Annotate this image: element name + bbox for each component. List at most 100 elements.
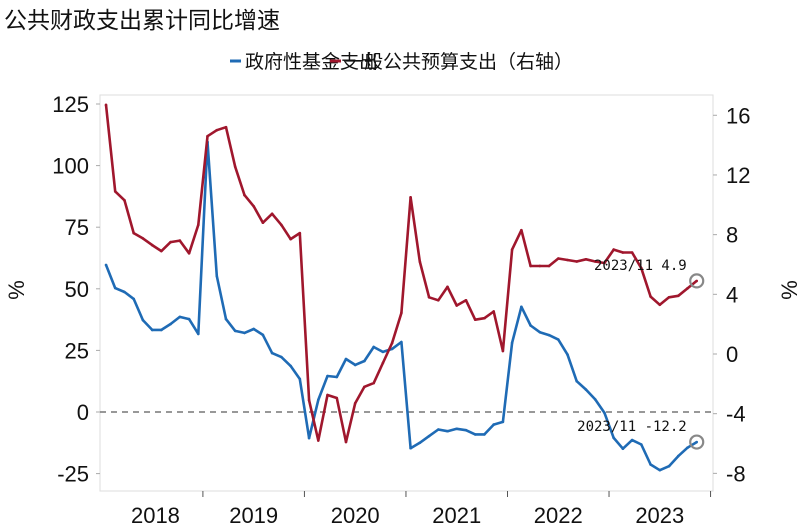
data-point (686, 287, 689, 290)
legend-label-government-fund: 政府性基金支出 (245, 51, 378, 73)
data-point (649, 295, 652, 298)
data-point (640, 443, 643, 446)
data-point (261, 333, 265, 337)
data-point (178, 239, 182, 242)
data-point (123, 199, 126, 202)
data-point (621, 251, 625, 254)
data-point (676, 294, 680, 298)
annotation-label: 2023/11 4.9 (594, 258, 687, 274)
data-point (344, 357, 348, 361)
data-point (446, 285, 449, 289)
data-point (612, 436, 615, 440)
data-point (390, 341, 394, 345)
data-point (556, 257, 560, 260)
right-tick-label: 0 (726, 342, 738, 367)
data-point (446, 429, 449, 433)
data-point (538, 330, 542, 334)
data-point (233, 329, 237, 333)
data-point (141, 237, 145, 240)
data-point (492, 310, 495, 313)
data-point (427, 296, 431, 299)
data-point (363, 359, 366, 363)
data-point (113, 286, 117, 290)
data-point (676, 454, 680, 458)
data-point (261, 221, 265, 225)
data-point (492, 423, 495, 426)
data-point (252, 327, 255, 331)
data-point (575, 260, 579, 263)
data-point (215, 274, 219, 278)
x-tick-label: 2021 (432, 503, 481, 528)
data-point (400, 311, 403, 315)
data-point (418, 260, 422, 263)
data-point (464, 298, 468, 302)
data-point (529, 324, 532, 327)
left-tick-label: 100 (52, 154, 89, 179)
data-point (307, 436, 311, 440)
data-point (630, 438, 634, 442)
data-point (566, 258, 569, 262)
data-point (547, 264, 551, 268)
data-point (197, 332, 200, 336)
data-point (695, 279, 699, 283)
data-point (658, 303, 662, 307)
data-point (381, 350, 385, 354)
data-point (178, 315, 182, 319)
right-tick-label: 12 (726, 163, 750, 188)
left-tick-label: 50 (65, 277, 89, 302)
data-point (224, 125, 228, 129)
data-point (353, 363, 357, 367)
data-point (363, 385, 366, 389)
data-point (104, 103, 108, 107)
data-point (501, 420, 505, 424)
right-tick-label: -4 (726, 402, 746, 427)
data-point (520, 228, 523, 232)
data-point (215, 128, 219, 132)
data-point (436, 298, 440, 302)
data-point (289, 237, 292, 241)
chart-title: 公共财政支出累计同比增速 (4, 8, 280, 34)
x-tick-label: 2020 (331, 503, 380, 528)
left-tick-label: 125 (52, 92, 89, 117)
data-point (556, 338, 560, 341)
data-point (427, 434, 431, 438)
plot-frame (99, 94, 714, 492)
data-point (473, 433, 477, 436)
annotation-marker (689, 434, 705, 450)
data-point (695, 440, 699, 444)
right-tick-label: 4 (726, 282, 738, 307)
data-point (566, 353, 569, 356)
data-point (612, 248, 615, 251)
data-point (538, 264, 542, 268)
x-tick-label: 2019 (229, 503, 278, 528)
data-point (593, 260, 597, 263)
data-point (224, 317, 228, 321)
data-point (381, 361, 385, 365)
data-point (400, 340, 403, 344)
data-point (372, 345, 375, 349)
legend-label-general-budget: 一般公共预算支出（右轴） (345, 51, 573, 73)
data-point (640, 266, 643, 270)
data-point (326, 393, 329, 397)
data-point (335, 396, 339, 400)
data-point (270, 212, 274, 216)
data-point (123, 290, 126, 294)
data-point (584, 257, 588, 261)
data-point (593, 398, 597, 401)
data-point (455, 304, 459, 307)
data-point (510, 341, 514, 345)
data-point (483, 433, 486, 436)
data-point (658, 468, 662, 472)
data-point (197, 223, 200, 227)
data-point (187, 317, 191, 321)
legend: 政府性基金支出 一般公共预算支出（右轴） (230, 51, 573, 73)
data-point (630, 251, 634, 254)
right-tick-label: -8 (726, 461, 746, 486)
annotation-marker (689, 273, 705, 289)
right-tick-label: 16 (726, 103, 750, 128)
data-point (353, 401, 357, 405)
data-point (298, 377, 302, 381)
data-point (243, 193, 246, 197)
x-tick-label: 2023 (635, 503, 684, 528)
